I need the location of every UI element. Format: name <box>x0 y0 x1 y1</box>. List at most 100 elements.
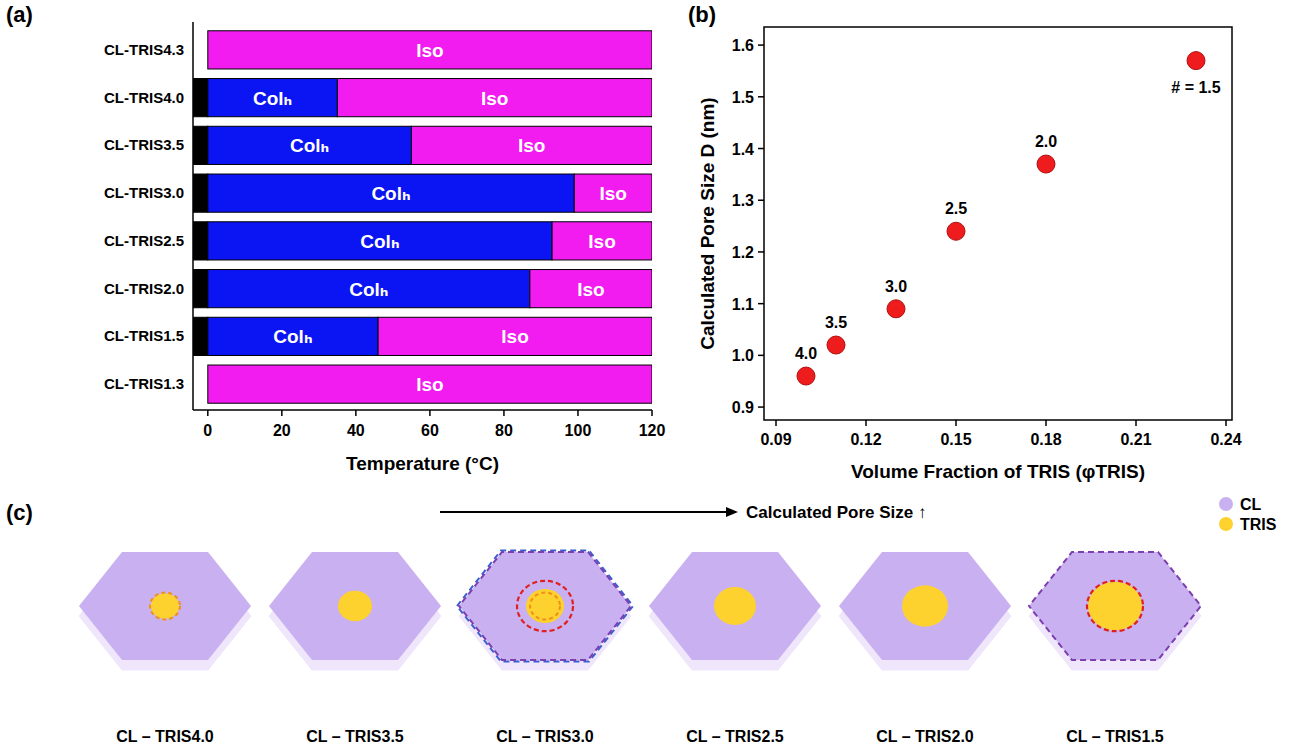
bar-segment <box>193 79 208 117</box>
x-axis-title: Temperature (°C) <box>346 453 499 474</box>
panel-label: (a) <box>6 2 33 27</box>
x-tick <box>1135 420 1137 426</box>
x-tick-label: 0.09 <box>760 431 791 448</box>
hexagon-top <box>79 552 251 660</box>
legend-swatch <box>1219 517 1233 531</box>
point-label: 3.5 <box>825 314 847 331</box>
dashed-outline <box>150 593 180 620</box>
bar-segment <box>193 317 208 355</box>
diagram-title: Calculated Pore Size ↑ <box>746 503 926 522</box>
x-tick <box>503 410 505 416</box>
category-label: CL-TRIS2.0 <box>104 280 184 297</box>
pore-cell <box>269 552 441 670</box>
scatter-point <box>797 367 815 385</box>
point-label: 3.0 <box>885 278 907 295</box>
cell-label: CL – TRIS2.5 <box>686 728 784 745</box>
figure: (a)IsoColₕIsoColₕIsoColₕIsoColₕIsoColₕIs… <box>0 0 1316 755</box>
bar-segment <box>208 317 378 355</box>
dashed-outline <box>517 581 573 631</box>
bar-segment <box>208 126 412 164</box>
bar-segment <box>193 174 208 212</box>
plot-frame <box>764 27 1232 420</box>
phase-label: Colₕ <box>253 88 292 109</box>
tris-core <box>338 591 372 622</box>
panel-label: (b) <box>688 2 716 27</box>
dashed-outline <box>530 593 560 620</box>
hexagon-top <box>1029 552 1201 660</box>
phase-label: Iso <box>588 231 615 252</box>
x-tick <box>281 410 283 416</box>
x-tick <box>355 410 357 416</box>
hexagon-top <box>269 552 441 660</box>
y-tick-label: 0.9 <box>732 399 754 416</box>
x-tick <box>955 420 957 426</box>
hexagon-top <box>649 552 821 660</box>
bar-segment <box>208 270 530 308</box>
phase-label: Colₕ <box>371 183 410 204</box>
phase-label: Iso <box>416 40 443 61</box>
cell-label: CL – TRIS3.0 <box>496 728 594 745</box>
pore-cell <box>1029 552 1201 670</box>
bar-labels: IsoColₕIsoColₕIsoColₕIsoColₕIsoColₕIsoCo… <box>253 40 627 395</box>
phase-label: Colₕ <box>349 279 388 300</box>
category-label: CL-TRIS3.0 <box>104 184 184 201</box>
y-tick <box>758 148 764 150</box>
y-axis-title: Calculated Pore Size D (nm) <box>697 97 718 349</box>
x-tick <box>651 410 653 416</box>
x-tick-label: 60 <box>421 422 439 439</box>
y-tick-label: 1.3 <box>732 192 754 209</box>
y-tick-label: 1.0 <box>732 347 754 364</box>
legend-label: CL <box>1240 496 1262 513</box>
scatter-point <box>827 336 845 354</box>
bar-segment <box>208 31 652 69</box>
point-label: 2.0 <box>1035 133 1057 150</box>
bar-segment <box>378 317 652 355</box>
x-tick-label: 0.21 <box>1120 431 1151 448</box>
dashed-hexagon <box>459 552 631 660</box>
x-tick-label: 120 <box>639 422 666 439</box>
hexagon-top <box>459 552 631 660</box>
x-tick-label: 0 <box>203 422 212 439</box>
point-labels: 4.0 3.5 3.0 2.5 2.0 # = 1.5 <box>795 79 1221 362</box>
phase-label: Iso <box>481 88 508 109</box>
arrow-head <box>726 507 738 517</box>
phase-label: Iso <box>577 279 604 300</box>
phase-label: Colₕ <box>360 231 399 252</box>
y-axis-line <box>192 22 194 410</box>
x-tick-label: 20 <box>273 422 291 439</box>
dashed-outline <box>1087 581 1143 631</box>
x-tick <box>775 420 777 426</box>
scatter-point <box>1187 52 1205 70</box>
point-label: 2.5 <box>945 200 967 217</box>
y-tick-label: 1.5 <box>732 89 754 106</box>
x-tick <box>1225 420 1227 426</box>
x-tick <box>577 410 579 416</box>
legend-label: TRIS <box>1240 516 1277 533</box>
point-label: 4.0 <box>795 345 817 362</box>
y-tick <box>758 406 764 408</box>
bar-segment <box>208 222 552 260</box>
x-tick-label: 40 <box>347 422 365 439</box>
cell-label: CL – TRIS1.5 <box>1066 728 1164 745</box>
phase-label: Colₕ <box>273 326 312 347</box>
x-tick-label: 80 <box>495 422 513 439</box>
point-label: # = 1.5 <box>1171 79 1220 96</box>
category-label: CL-TRIS4.3 <box>104 41 184 58</box>
x-tick-label: 0.18 <box>1030 431 1061 448</box>
x-tick-label: 100 <box>565 422 592 439</box>
pore-cell <box>839 552 1011 670</box>
pore-cell <box>79 552 251 670</box>
y-tick <box>758 355 764 357</box>
y-tick-label: 1.1 <box>732 296 754 313</box>
x-tick <box>1045 420 1047 426</box>
hexagon-top <box>839 552 1011 660</box>
phase-label: Colₕ <box>290 135 329 156</box>
dashed-hexagon <box>457 551 633 662</box>
y-tick <box>758 199 764 201</box>
bar-segment <box>208 79 338 117</box>
bar-segment <box>193 270 208 308</box>
x-tick <box>429 410 431 416</box>
pore-cell <box>457 551 633 671</box>
panel-label: (c) <box>6 500 33 525</box>
bar-segment <box>208 365 652 403</box>
